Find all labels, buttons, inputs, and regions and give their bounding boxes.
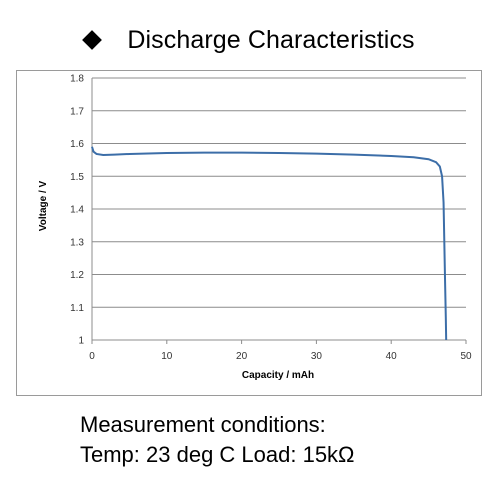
x-tick-label: 40 <box>386 351 398 362</box>
y-tick-label: 1.3 <box>70 237 84 248</box>
y-tick-label: 1.2 <box>70 270 84 281</box>
conditions-heading: Measurement conditions: <box>80 412 326 437</box>
axes <box>91 78 467 344</box>
chart-title: Discharge Characteristics <box>127 25 415 54</box>
y-tick-label: 1.7 <box>70 106 84 117</box>
x-axis-label: Capacity / mAh <box>242 370 314 381</box>
y-tick-labels: 1 1.1 1.2 1.3 1.4 1.5 1.6 1.7 1.8 <box>70 74 84 347</box>
y-axis-label: Voltage / V <box>38 180 49 231</box>
x-tick-label: 20 <box>236 351 248 362</box>
y-tick-label: 1.4 <box>70 205 84 216</box>
x-tick-label: 10 <box>161 351 173 362</box>
title-row: Discharge Characteristics <box>0 22 500 58</box>
x-tick-label: 30 <box>311 351 323 362</box>
voltage-curve <box>91 146 448 341</box>
x-tick-labels: 0 10 20 30 40 50 <box>89 351 472 362</box>
y-tick-label: 1 <box>78 336 84 347</box>
y-tick-label: 1.1 <box>70 303 84 314</box>
measurement-conditions: Measurement conditions: Temp: 23 deg C L… <box>80 410 480 470</box>
conditions-values: Temp: 23 deg C Load: 15kΩ <box>80 442 355 467</box>
y-tick-label: 1.5 <box>70 172 84 183</box>
y-tick-label: 1.8 <box>70 74 84 85</box>
x-tick-label: 0 <box>89 351 95 362</box>
y-tick-label: 1.6 <box>70 139 84 150</box>
grid-lines <box>92 77 466 341</box>
x-tick-label: 50 <box>460 351 472 362</box>
chart-frame <box>16 70 482 396</box>
